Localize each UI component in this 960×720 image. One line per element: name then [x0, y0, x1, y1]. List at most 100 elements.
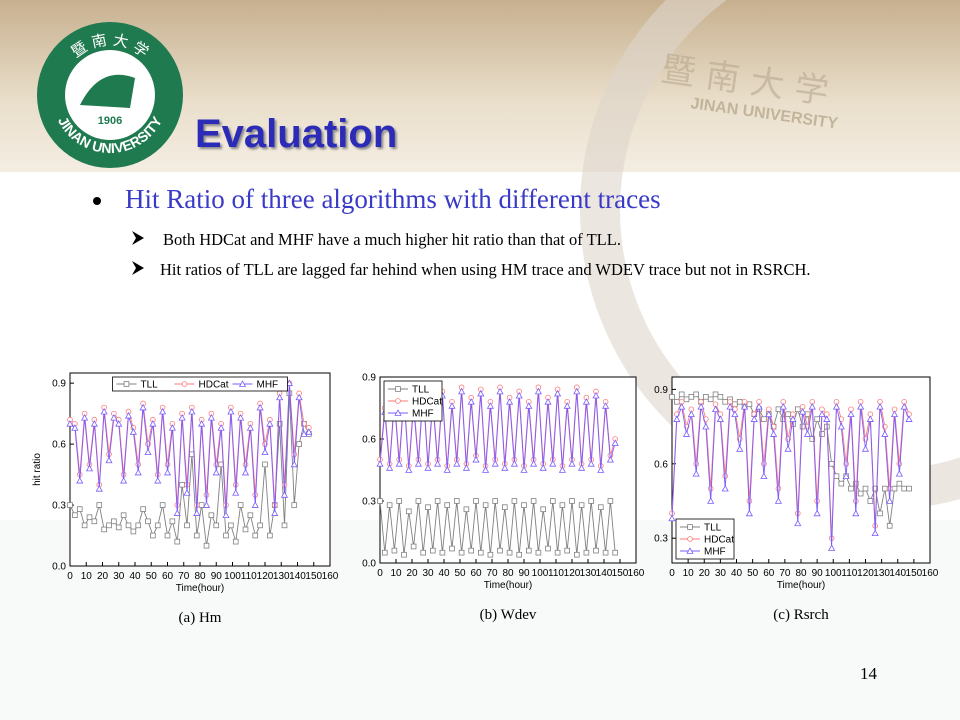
marker	[534, 387, 542, 395]
marker	[149, 420, 157, 427]
marker	[86, 514, 93, 521]
marker	[686, 547, 694, 554]
marker	[520, 466, 528, 473]
marker	[668, 514, 676, 522]
marker	[900, 403, 908, 410]
marker	[124, 411, 133, 419]
marker	[115, 420, 123, 427]
y-tick-label: 0.6	[52, 440, 66, 451]
marker	[853, 480, 859, 487]
marker	[262, 461, 268, 468]
marker	[905, 415, 913, 422]
marker	[246, 424, 254, 431]
marker	[779, 403, 787, 410]
marker	[150, 532, 156, 539]
marker	[135, 522, 142, 529]
x-tick-label: 10	[683, 568, 695, 579]
marker	[819, 431, 825, 437]
x-tick-label: 10	[390, 568, 402, 579]
marker	[761, 460, 767, 467]
marker	[872, 485, 878, 492]
marker	[722, 473, 729, 480]
marker	[415, 498, 422, 504]
marker	[895, 469, 903, 477]
marker	[139, 403, 147, 411]
x-tick-label: 20	[406, 568, 418, 579]
x-tick-label: 130	[580, 568, 597, 579]
marker	[394, 409, 402, 416]
marker	[266, 420, 274, 427]
marker	[593, 547, 599, 554]
marker	[453, 498, 460, 504]
marker	[202, 501, 211, 508]
marker	[453, 460, 461, 467]
x-tick-label: 0	[377, 568, 383, 579]
marker	[506, 398, 514, 405]
y-tick-label: 0.0	[52, 562, 66, 573]
marker	[886, 497, 894, 504]
marker	[770, 430, 778, 437]
x-tick-label: 140	[596, 568, 613, 579]
x-tick-label: 130	[873, 568, 890, 579]
marker	[76, 476, 84, 484]
marker	[232, 538, 239, 545]
marker	[473, 498, 479, 504]
marker	[813, 509, 821, 517]
marker	[866, 415, 874, 422]
marker	[458, 549, 465, 556]
marker	[467, 398, 475, 405]
marker	[178, 413, 186, 421]
marker	[857, 490, 864, 497]
x-tick-label: 80	[194, 571, 206, 582]
marker	[164, 461, 171, 468]
marker	[711, 405, 720, 413]
x-tick-label: 130	[273, 571, 290, 582]
marker	[173, 509, 181, 516]
marker	[521, 502, 527, 508]
y-tick-label: 0.3	[362, 497, 376, 508]
marker	[832, 403, 841, 410]
logo-sail	[80, 74, 135, 108]
marker	[91, 518, 98, 525]
x-tick-label: 90	[812, 568, 824, 579]
marker	[213, 522, 220, 529]
x-tick-label: 160	[628, 568, 645, 579]
marker	[95, 485, 103, 492]
marker	[261, 448, 269, 456]
x-tick-label: 40	[731, 568, 743, 579]
legend-box	[112, 376, 288, 392]
legend-label: TLL	[412, 385, 430, 396]
marker	[574, 551, 580, 558]
y-tick-label: 0.9	[654, 385, 668, 396]
series-line	[379, 500, 616, 555]
x-tick-label: 90	[211, 571, 223, 582]
y-tick-label: 0.9	[362, 373, 376, 384]
marker	[168, 424, 176, 431]
marker	[110, 413, 118, 421]
sub-bullet: Both HDCat and MHF have a much higher hi…	[163, 230, 621, 249]
marker	[164, 532, 171, 539]
x-tick-label: 70	[178, 571, 190, 582]
marker	[882, 485, 888, 492]
marker	[722, 398, 729, 405]
marker	[583, 549, 590, 556]
x-tick-label: 140	[889, 568, 906, 579]
series-line	[379, 391, 616, 471]
marker	[588, 498, 594, 504]
marker	[673, 415, 681, 422]
marker	[497, 547, 503, 554]
legend-label: HDCat	[704, 535, 734, 546]
x-tick-label: 60	[162, 571, 174, 582]
marker	[405, 466, 413, 473]
marker	[291, 502, 298, 508]
x-tick-label: 70	[486, 568, 498, 579]
legend-label: TLL	[141, 380, 159, 391]
marker	[391, 547, 398, 554]
marker	[837, 422, 845, 430]
marker	[491, 460, 499, 467]
logo-year: 1906	[98, 115, 122, 127]
x-tick-label: 100	[532, 568, 549, 579]
marker	[276, 420, 283, 427]
x-tick-label: 140	[289, 571, 306, 582]
marker	[857, 403, 865, 410]
